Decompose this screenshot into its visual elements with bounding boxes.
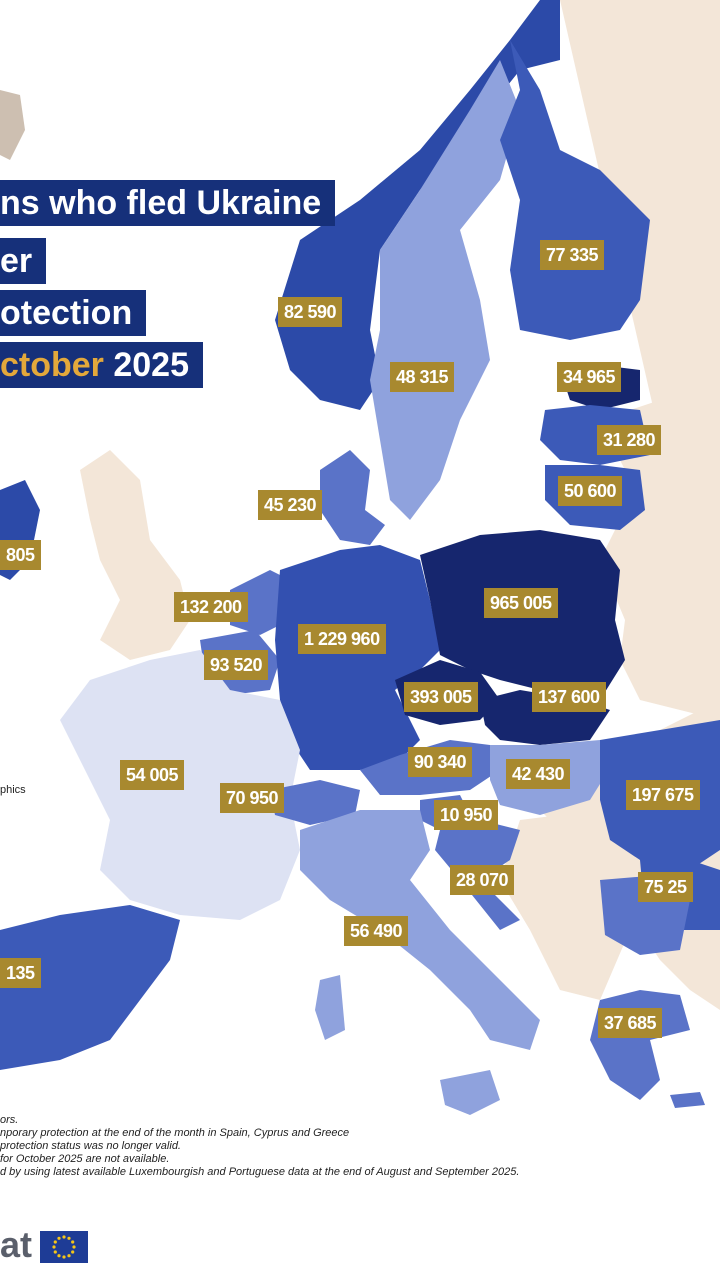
label-czechia: 393 005 [404, 682, 478, 712]
eu-flag-icon [40, 1231, 88, 1263]
iceland-fragment [0, 90, 25, 160]
title-highlight: ctober [0, 346, 104, 384]
denmark-shape [320, 450, 385, 545]
finland-shape [500, 40, 650, 340]
label-poland: 965 005 [484, 588, 558, 618]
label-moldova: 75 25 [638, 872, 693, 902]
label-slovenia: 10 950 [434, 800, 499, 830]
great-britain [80, 450, 190, 660]
sweden-shape [370, 60, 520, 520]
label-belgium: 93 520 [204, 650, 269, 680]
label-romania: 197 675 [626, 780, 700, 810]
greece-island [670, 1092, 705, 1108]
label-italy: 56 490 [344, 916, 409, 946]
label-france: 54 005 [120, 760, 185, 790]
footnote-4: for October 2025 are not available. [0, 1153, 170, 1165]
title-line-4: ctober 2025 [0, 342, 204, 388]
switzerland-shape [270, 780, 360, 825]
label-slovakia: 137 600 [532, 682, 606, 712]
footnote-3: protection status was no longer valid. [0, 1140, 181, 1152]
logo-text: at [0, 1224, 33, 1265]
label-switzerland: 70 950 [220, 783, 285, 813]
title-line-3: otection [0, 290, 147, 336]
label-greece: 37 685 [598, 1008, 663, 1038]
label-hungary: 42 430 [506, 759, 571, 789]
title-year: 2025 [103, 346, 190, 384]
title-line-2: er [0, 238, 47, 284]
label-netherlands: 132 200 [174, 592, 248, 622]
sicily-shape [440, 1070, 500, 1115]
label-ireland: 805 [0, 540, 41, 570]
non-eu-east-belarus-ukraine [600, 380, 720, 720]
label-denmark: 45 230 [258, 490, 323, 520]
footnote-1: ors. [0, 1114, 19, 1126]
footnote-2: nporary protection at the end of the mon… [0, 1127, 350, 1139]
label-austria: 90 340 [408, 747, 473, 777]
spain-shape [0, 905, 180, 1070]
label-germany: 1 229 960 [298, 624, 386, 654]
footnote-5: d by using latest available Luxembourgis… [0, 1166, 520, 1178]
label-lithuania: 50 600 [558, 476, 623, 506]
label-croatia: 28 070 [450, 865, 515, 895]
sardinia-shape [315, 975, 345, 1040]
side-note: phics [0, 784, 26, 796]
footnotes: ors. nporary protection at the end of th… [0, 1114, 519, 1179]
germany-shape [275, 545, 440, 770]
balkans-non-eu [500, 810, 640, 1000]
label-latvia: 31 280 [597, 425, 662, 455]
italy-shape [300, 810, 540, 1050]
label-sweden: 48 315 [390, 362, 455, 392]
title-line-1: ns who fled Ukraine [0, 180, 336, 226]
label-finland: 77 335 [540, 240, 605, 270]
label-estonia: 34 965 [557, 362, 622, 392]
label-spain: 135 [0, 958, 41, 988]
label-norway: 82 590 [278, 297, 343, 327]
